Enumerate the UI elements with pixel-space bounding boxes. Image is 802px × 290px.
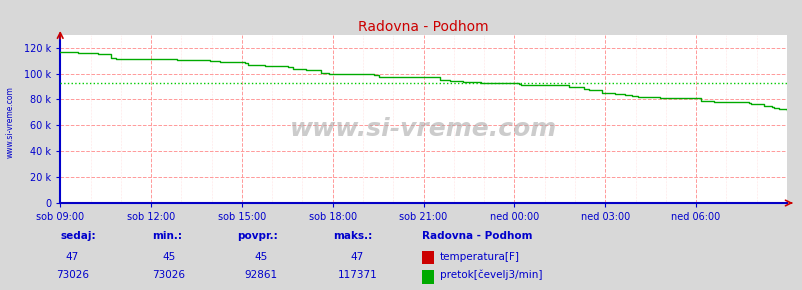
Text: povpr.:: povpr.: (237, 231, 277, 241)
Text: 92861: 92861 (244, 270, 277, 280)
Text: www.si-vreme.com: www.si-vreme.com (6, 86, 15, 158)
Text: www.si-vreme.com: www.si-vreme.com (290, 117, 557, 141)
Text: pretok[čevelj3/min]: pretok[čevelj3/min] (439, 270, 542, 280)
Text: 73026: 73026 (55, 270, 89, 280)
Text: Radovna - Podhom: Radovna - Podhom (421, 231, 532, 241)
Title: Radovna - Podhom: Radovna - Podhom (358, 20, 488, 34)
Text: temperatura[F]: temperatura[F] (439, 251, 520, 262)
Text: min.:: min.: (152, 231, 182, 241)
Text: 117371: 117371 (337, 270, 377, 280)
Text: sedaj:: sedaj: (60, 231, 95, 241)
Text: 47: 47 (350, 251, 363, 262)
Text: maks.:: maks.: (333, 231, 372, 241)
Text: 73026: 73026 (152, 270, 185, 280)
Text: 47: 47 (66, 251, 79, 262)
Text: 45: 45 (162, 251, 175, 262)
Text: 45: 45 (254, 251, 267, 262)
